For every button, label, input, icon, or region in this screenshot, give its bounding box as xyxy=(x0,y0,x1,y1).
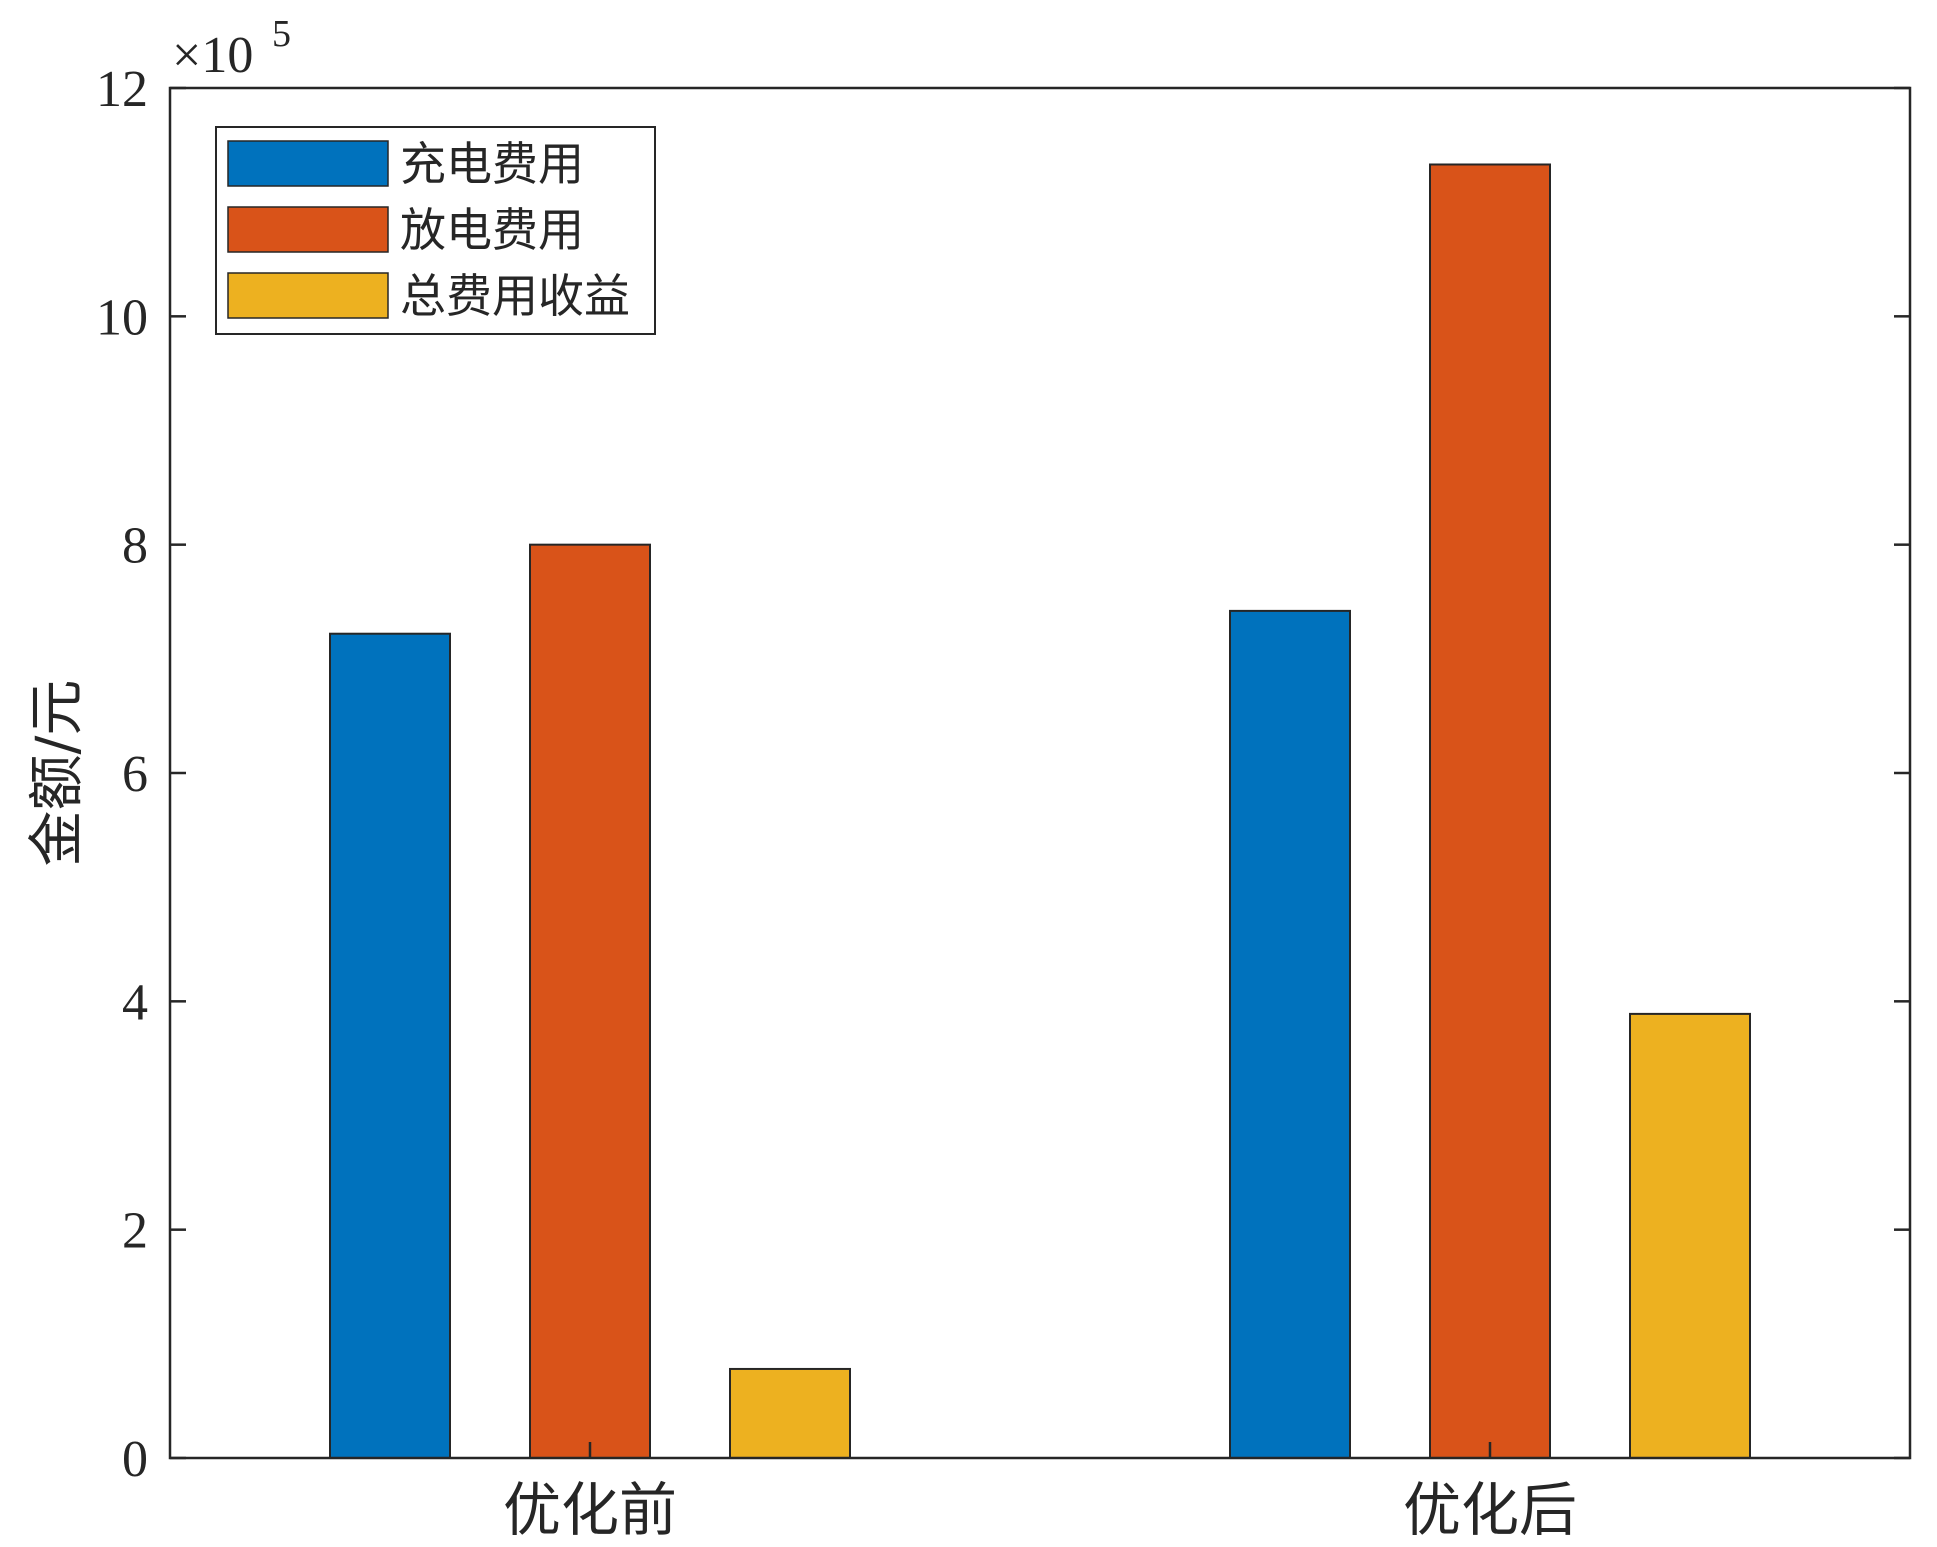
y-tick-label-0: 0 xyxy=(122,1431,148,1488)
y-exponent-power: 5 xyxy=(272,13,291,55)
y-tick-label-6: 12 xyxy=(96,61,148,118)
y-exponent-base: ×10 xyxy=(172,27,253,84)
y-tick-label-4: 8 xyxy=(122,518,148,575)
y-tick-label-2: 4 xyxy=(122,974,148,1031)
axes-box xyxy=(168,86,1912,1460)
bar-3-1 xyxy=(729,1367,851,1459)
y-tick-label-3: 6 xyxy=(122,746,148,803)
y-tick-label-1: 2 xyxy=(122,1203,148,1260)
bar-1-2 xyxy=(1229,609,1351,1459)
bars-group xyxy=(329,163,1751,1459)
bar-3-2 xyxy=(1629,1012,1751,1459)
bar-2-2 xyxy=(1429,163,1551,1459)
x-category-label-1: 优化后 xyxy=(1403,1476,1577,1544)
legend-swatch-total-profit xyxy=(227,272,389,319)
x-category-label-0: 优化前 xyxy=(503,1476,677,1544)
legend-label-total-profit: 总费用收益 xyxy=(400,269,630,323)
bar-2-1 xyxy=(529,543,651,1459)
legend-swatch-charge xyxy=(227,140,389,187)
bar-1-1 xyxy=(329,632,451,1459)
legend: 充电费用 放电费用 总费用收益 xyxy=(215,126,656,335)
legend-label-charge: 充电费用 xyxy=(400,137,584,191)
y-tick-label-5: 10 xyxy=(96,289,148,346)
legend-label-discharge: 放电费用 xyxy=(400,203,584,257)
x-category-labels: 优化前 优化后 xyxy=(503,1442,1577,1544)
legend-swatch-discharge xyxy=(227,206,389,253)
y-axis-label: 金额/元 xyxy=(25,680,90,867)
